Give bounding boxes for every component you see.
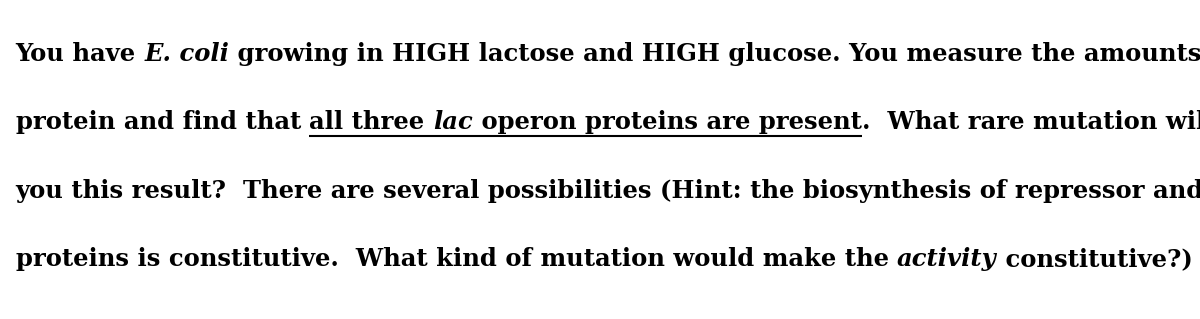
Text: proteins is constitutive.  What kind of mutation would make the: proteins is constitutive. What kind of m… [16, 247, 898, 271]
Text: growing in HIGH lactose and HIGH glucose. You measure the amounts of: growing in HIGH lactose and HIGH glucose… [229, 41, 1200, 66]
Text: You have: You have [16, 41, 144, 66]
Text: all three: all three [310, 110, 433, 134]
Text: E. coli: E. coli [144, 41, 229, 66]
Text: protein and find that: protein and find that [16, 110, 310, 134]
Text: activity: activity [898, 247, 997, 271]
Text: lac: lac [433, 110, 473, 134]
Text: operon proteins are present: operon proteins are present [473, 110, 862, 134]
Text: you this result?  There are several possibilities (Hint: the biosynthesis of rep: you this result? There are several possi… [16, 179, 1200, 203]
Text: constitutive?): constitutive?) [997, 247, 1193, 271]
Text: .  What rare mutation will give: . What rare mutation will give [862, 110, 1200, 134]
